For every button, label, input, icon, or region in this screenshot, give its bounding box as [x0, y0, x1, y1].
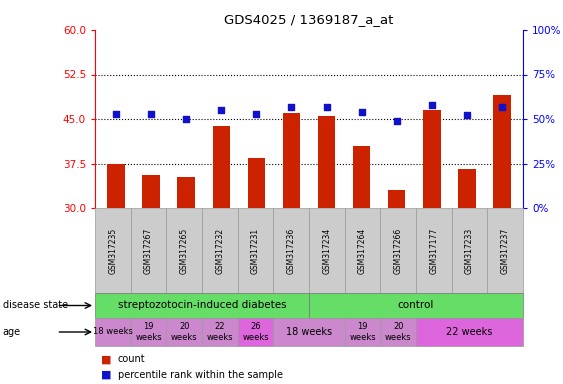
Point — [111, 111, 120, 117]
Text: GSM317264: GSM317264 — [358, 227, 367, 274]
Text: GSM317266: GSM317266 — [394, 227, 403, 274]
Text: 22 weeks: 22 weeks — [446, 327, 493, 337]
Bar — [416, 208, 452, 293]
Point — [392, 118, 401, 124]
Bar — [381, 208, 416, 293]
Bar — [202, 318, 238, 346]
Bar — [177, 177, 195, 208]
Text: control: control — [398, 301, 434, 311]
Bar — [212, 126, 230, 208]
Bar — [95, 208, 131, 293]
Text: count: count — [118, 354, 145, 364]
Bar — [131, 318, 166, 346]
Text: disease state: disease state — [3, 301, 68, 311]
Bar — [488, 208, 523, 293]
Bar — [493, 95, 511, 208]
Bar — [166, 208, 202, 293]
Bar — [248, 157, 265, 208]
Bar — [345, 208, 381, 293]
Point — [217, 107, 226, 113]
Text: 18 weeks: 18 weeks — [286, 327, 332, 337]
Text: streptozotocin-induced diabetes: streptozotocin-induced diabetes — [118, 301, 287, 311]
Text: GSM317235: GSM317235 — [108, 227, 117, 274]
Text: 22
weeks: 22 weeks — [207, 322, 233, 342]
Text: 20
weeks: 20 weeks — [385, 322, 412, 342]
Bar — [353, 146, 370, 208]
Bar — [416, 318, 523, 346]
Bar — [388, 190, 405, 208]
Point — [427, 102, 436, 108]
Bar — [131, 208, 166, 293]
Bar — [458, 169, 476, 208]
Point — [357, 109, 366, 115]
Text: GSM317234: GSM317234 — [323, 227, 332, 274]
Bar — [166, 318, 202, 346]
Text: ■: ■ — [101, 354, 111, 364]
Point — [287, 103, 296, 109]
Bar — [95, 293, 309, 318]
Bar — [273, 318, 345, 346]
Text: 20
weeks: 20 weeks — [171, 322, 198, 342]
Point — [252, 111, 261, 117]
Text: 19
weeks: 19 weeks — [135, 322, 162, 342]
Bar — [423, 110, 441, 208]
Bar — [381, 318, 416, 346]
Text: GSM317237: GSM317237 — [501, 227, 510, 274]
Text: 26
weeks: 26 weeks — [242, 322, 269, 342]
Bar — [452, 208, 488, 293]
Bar — [309, 208, 345, 293]
Bar — [95, 318, 131, 346]
Point — [182, 116, 191, 122]
Bar — [273, 208, 309, 293]
Bar — [238, 208, 273, 293]
Bar — [238, 318, 273, 346]
Point — [322, 103, 331, 109]
Bar — [309, 293, 523, 318]
Text: GSM317265: GSM317265 — [180, 227, 189, 274]
Bar — [283, 113, 300, 208]
Text: GSM317267: GSM317267 — [144, 227, 153, 274]
Title: GDS4025 / 1369187_a_at: GDS4025 / 1369187_a_at — [224, 13, 394, 26]
Text: 19
weeks: 19 weeks — [349, 322, 376, 342]
Bar — [108, 164, 125, 208]
Bar — [142, 175, 160, 208]
Text: GSM317233: GSM317233 — [465, 227, 474, 274]
Text: GSM317236: GSM317236 — [287, 227, 296, 274]
Text: percentile rank within the sample: percentile rank within the sample — [118, 369, 283, 379]
Text: GSM317177: GSM317177 — [430, 227, 439, 274]
Text: 18 weeks: 18 weeks — [93, 328, 133, 336]
Text: age: age — [3, 327, 21, 337]
Bar — [318, 116, 336, 208]
Point — [146, 111, 155, 117]
Text: ■: ■ — [101, 369, 111, 379]
Point — [462, 113, 471, 119]
Bar — [202, 208, 238, 293]
Text: GSM317231: GSM317231 — [251, 227, 260, 273]
Text: GSM317232: GSM317232 — [215, 227, 224, 273]
Bar — [345, 318, 381, 346]
Point — [498, 103, 507, 109]
